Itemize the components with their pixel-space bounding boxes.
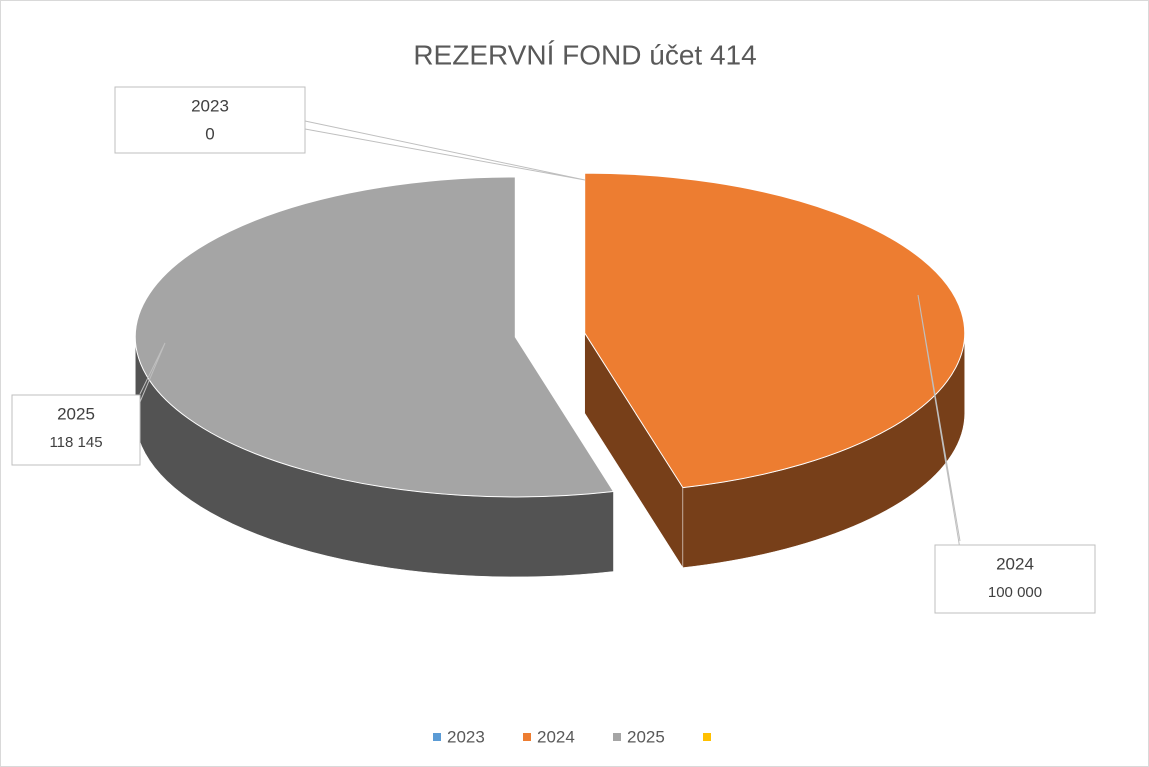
leader-line <box>304 120 586 181</box>
legend-swatch <box>523 733 531 741</box>
chart-title: REZERVNÍ FOND účet 414 <box>413 39 756 70</box>
leader-line <box>917 294 961 550</box>
legend-swatch <box>703 733 711 741</box>
data-label-category: 2023 <box>191 96 229 115</box>
pie-slice <box>584 172 966 489</box>
data-label-box <box>934 544 1096 614</box>
legend-label: 2024 <box>537 727 575 746</box>
legend-swatch <box>613 733 621 741</box>
data-label-value: 100 000 <box>988 584 1042 601</box>
leader-line <box>139 342 166 403</box>
pie-tops <box>134 172 966 498</box>
data-label-category: 2025 <box>57 404 95 423</box>
data-label-category: 2024 <box>996 554 1034 573</box>
legend-swatch <box>433 733 441 741</box>
legend-label: 2023 <box>447 727 485 746</box>
data-label-value: 118 145 <box>49 434 102 451</box>
data-label-box <box>11 394 141 466</box>
data-label-box <box>114 86 306 154</box>
legend-label: 2025 <box>627 727 665 746</box>
pie-slice <box>134 176 615 498</box>
data-label-value: 0 <box>205 124 214 143</box>
